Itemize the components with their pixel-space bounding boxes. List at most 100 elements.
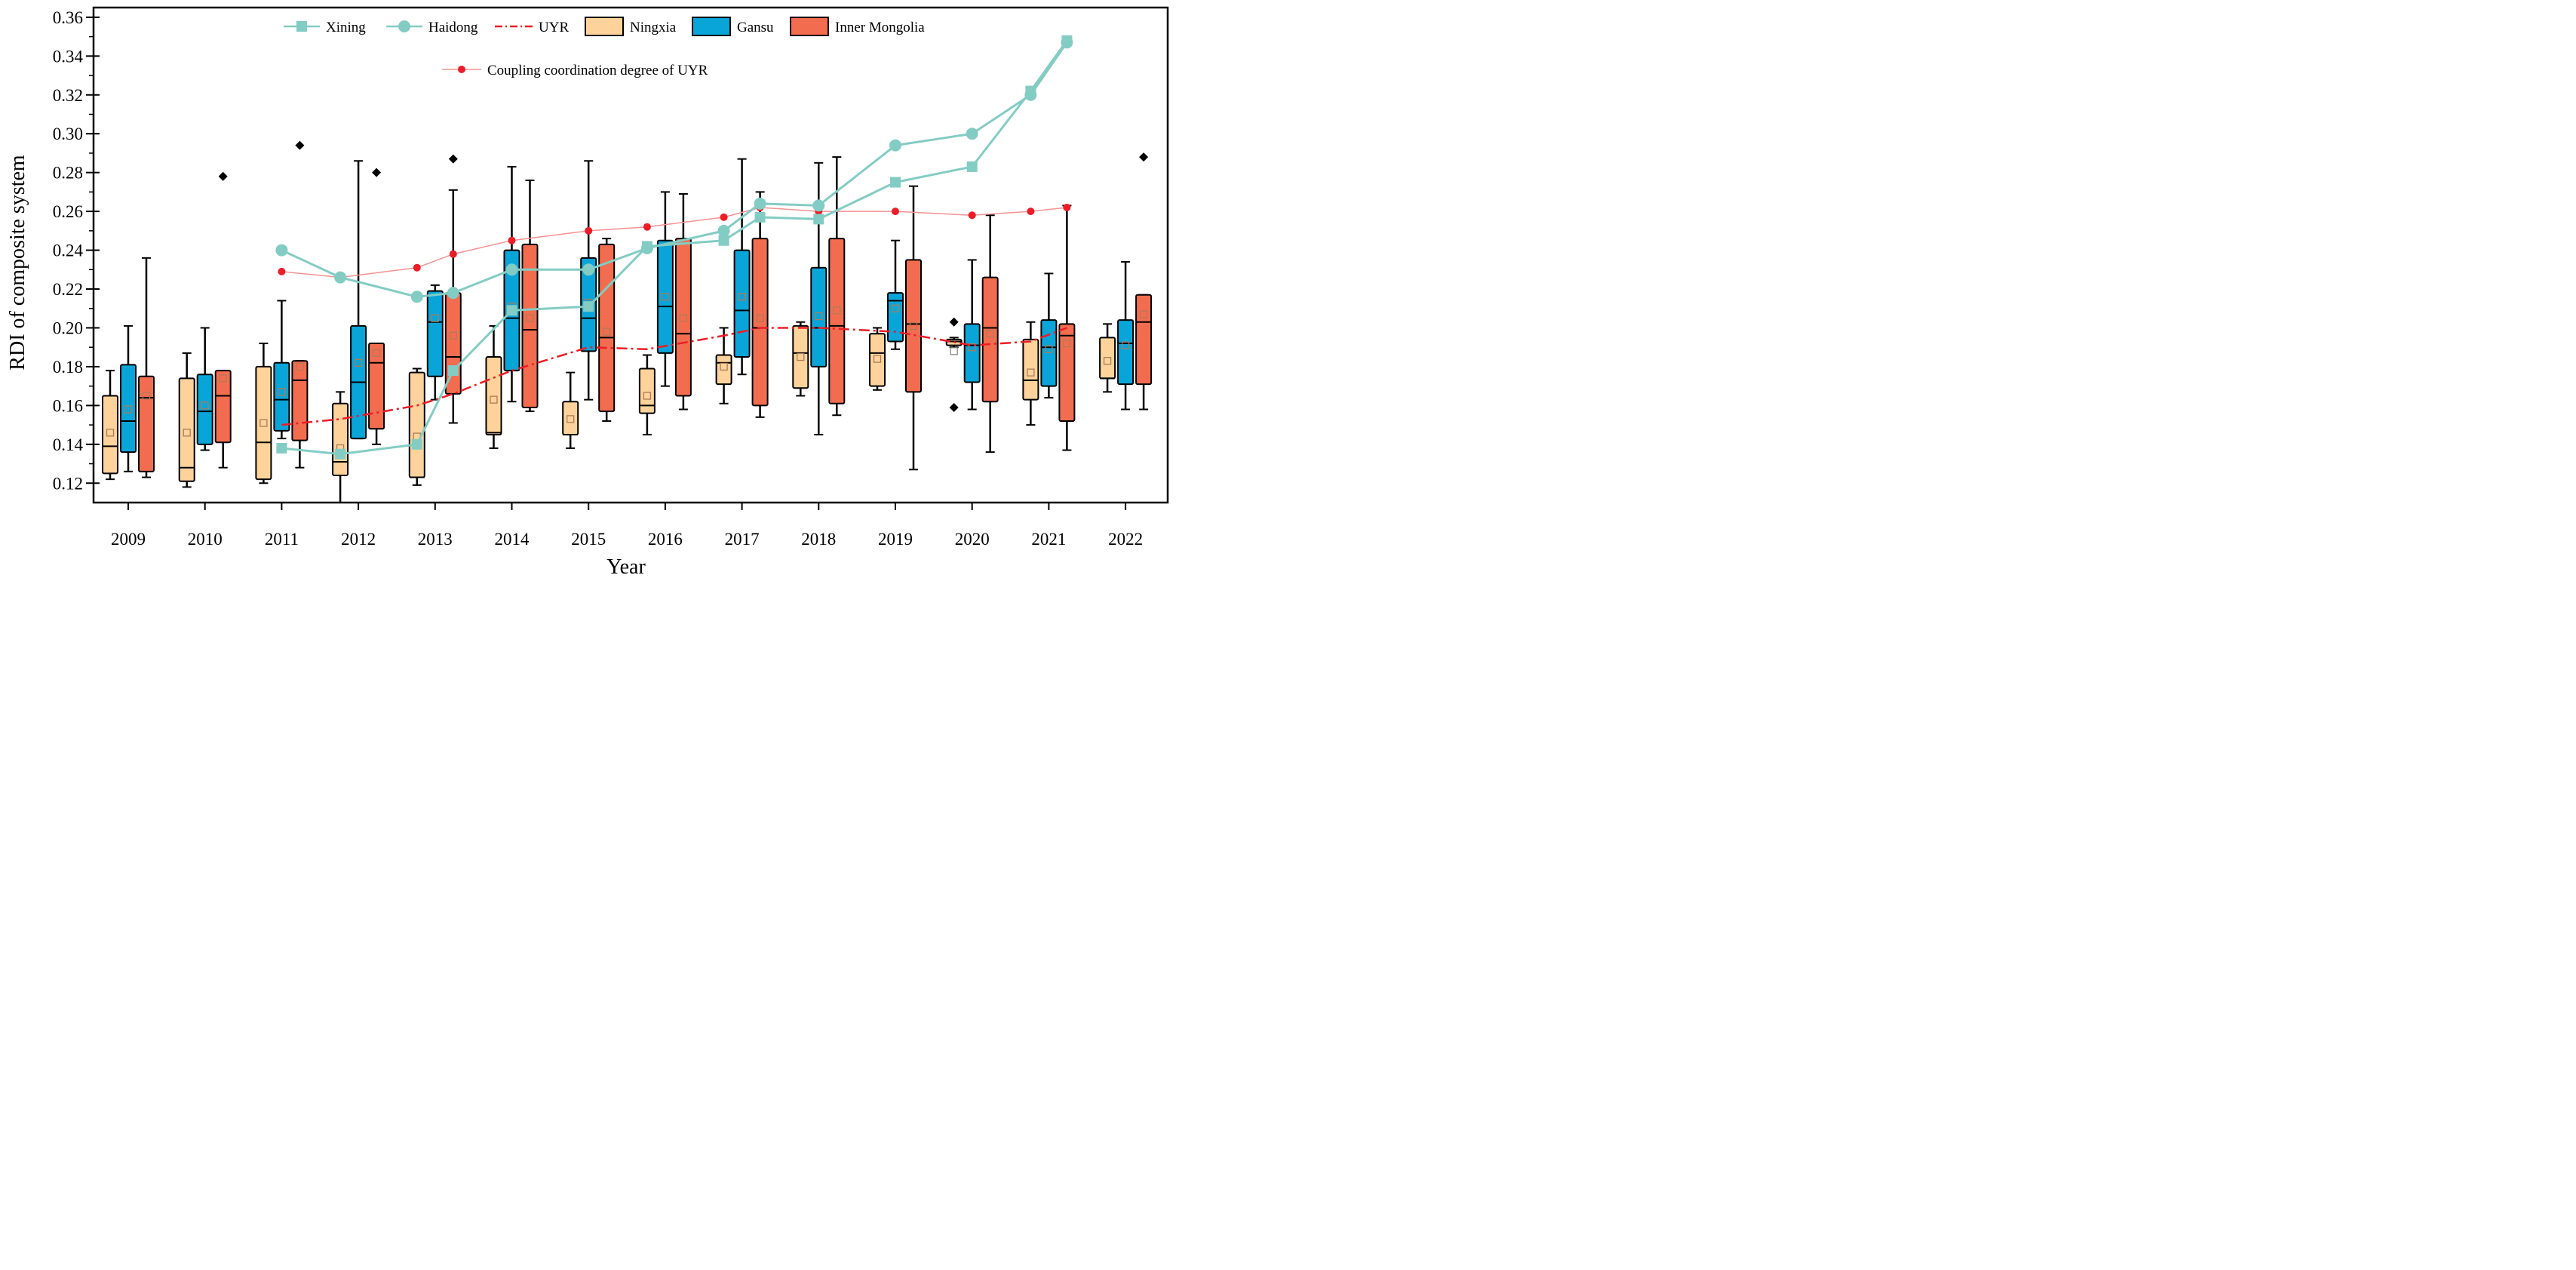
x-tick-label: 2016 xyxy=(648,530,683,549)
line-xining xyxy=(281,39,1068,456)
box-body xyxy=(981,276,999,403)
box-mean-marker xyxy=(1063,339,1071,348)
box-mean-marker xyxy=(354,358,363,367)
coupling-point xyxy=(1027,208,1035,216)
y-axis: 0.12 0.14 0.16 0.18 0.20 0.22 0.24 0.26 0.28 0.30… xyxy=(53,8,100,493)
box-body xyxy=(255,365,272,481)
box-inner-mongolia xyxy=(214,370,232,469)
box-ningxia xyxy=(869,327,886,391)
y-tick-label: 0.26 xyxy=(53,202,83,221)
box-inner-mongolia xyxy=(598,238,616,422)
haidong-point xyxy=(1061,36,1073,49)
x-tick-label: 2009 xyxy=(111,530,146,549)
haidong-point xyxy=(505,263,518,276)
box-ningxia xyxy=(945,337,963,355)
xining-point xyxy=(754,211,766,223)
xining-point xyxy=(447,365,459,377)
box-body xyxy=(444,292,462,395)
box-mean-marker xyxy=(106,429,115,437)
haidong-point xyxy=(275,244,288,257)
box-mean-marker xyxy=(909,321,918,331)
haidong-point xyxy=(754,197,766,210)
rdi-box-chart: 0.12 0.14 0.16 0.18 0.20 0.22 0.24 0.26 0.28 0.30… xyxy=(6,6,1169,579)
haidong-point xyxy=(410,291,423,303)
xining-point xyxy=(966,161,978,172)
xining-point xyxy=(411,438,422,450)
box-body xyxy=(869,333,886,387)
box-mean-marker xyxy=(526,314,534,322)
legend-label-coupling: Coupling coordination degree of UYR xyxy=(487,63,708,78)
legend-item-ningxia: Ningxia xyxy=(585,17,677,36)
box-body xyxy=(214,370,232,444)
box-mean-marker xyxy=(873,355,882,363)
y-axis-title: RDI of composite system xyxy=(6,155,29,371)
box-mean-marker xyxy=(679,314,688,322)
outlier-point xyxy=(1139,152,1149,162)
coupling-point xyxy=(278,267,286,275)
box-gansu xyxy=(196,327,213,451)
box-gansu xyxy=(350,160,367,440)
haidong-point xyxy=(966,128,978,140)
box-mean-marker xyxy=(1103,357,1112,365)
xining-point xyxy=(718,235,729,246)
coupling-point xyxy=(413,263,421,272)
box-mean-marker xyxy=(1121,341,1130,349)
box-mean-marker xyxy=(815,312,823,321)
x-tick-label: 2018 xyxy=(801,530,836,549)
box-mean-marker xyxy=(219,374,227,383)
line-uyr xyxy=(281,327,1067,426)
legend-circle-icon xyxy=(398,20,410,32)
legend-label-gansu: Gansu xyxy=(737,20,774,35)
box-ningxia xyxy=(332,391,349,503)
haidong-point xyxy=(717,224,730,237)
box-mean-marker xyxy=(756,314,764,322)
haidong-point xyxy=(812,199,825,212)
box-gansu xyxy=(273,300,290,440)
box-body xyxy=(408,371,425,478)
box-ningxia xyxy=(102,370,118,481)
box-series xyxy=(102,140,1153,503)
haidong-point xyxy=(582,263,595,276)
box-inner-mongolia xyxy=(291,360,309,469)
box-body xyxy=(1117,319,1134,386)
box-gansu xyxy=(733,158,751,376)
box-mean-marker xyxy=(986,330,994,338)
box-inner-mongolia xyxy=(828,156,846,417)
coupling-point xyxy=(720,213,728,221)
coupling-point xyxy=(449,250,457,258)
legend-label-xining: Xining xyxy=(326,20,366,35)
box-body xyxy=(332,402,349,476)
coupling-point xyxy=(585,226,593,235)
box-mean-marker xyxy=(566,415,575,423)
box-ningxia xyxy=(715,327,732,404)
x-tick-label: 2014 xyxy=(495,530,530,549)
box-body xyxy=(1058,323,1076,422)
box-body xyxy=(562,401,579,435)
x-tick-label: 2017 xyxy=(725,530,760,549)
legend-item-inner-mongolia: Inner Mongolia xyxy=(790,17,925,36)
box-body xyxy=(138,375,155,472)
xining-point xyxy=(276,442,287,454)
legend-square-icon xyxy=(296,21,307,32)
box-gansu xyxy=(426,284,444,401)
y-tick-label: 0.28 xyxy=(53,164,83,183)
legend-label-ningxia: Ningxia xyxy=(630,20,677,35)
legend-label-uyr: UYR xyxy=(539,20,569,35)
box-mean-marker xyxy=(183,429,191,437)
y-tick-label: 0.14 xyxy=(53,435,84,454)
y-tick-label: 0.20 xyxy=(53,318,83,337)
legend: Xining Haidong UYR Ningxia Gansu Inner M… xyxy=(284,17,925,78)
haidong-point xyxy=(334,271,347,284)
box-ningxia xyxy=(638,354,656,435)
outlier-point xyxy=(949,317,959,327)
x-tick-label: 2015 xyxy=(571,530,606,549)
box-mean-marker xyxy=(278,388,286,396)
y-tick-label: 0.12 xyxy=(53,474,83,493)
box-mean-marker xyxy=(201,401,209,410)
y-tick-label: 0.16 xyxy=(53,396,83,415)
x-tick-label: 2010 xyxy=(188,530,223,549)
y-tick-label: 0.34 xyxy=(53,47,84,66)
plot-frame xyxy=(92,6,1169,504)
box-body xyxy=(905,259,922,393)
coupling-point xyxy=(508,236,516,244)
